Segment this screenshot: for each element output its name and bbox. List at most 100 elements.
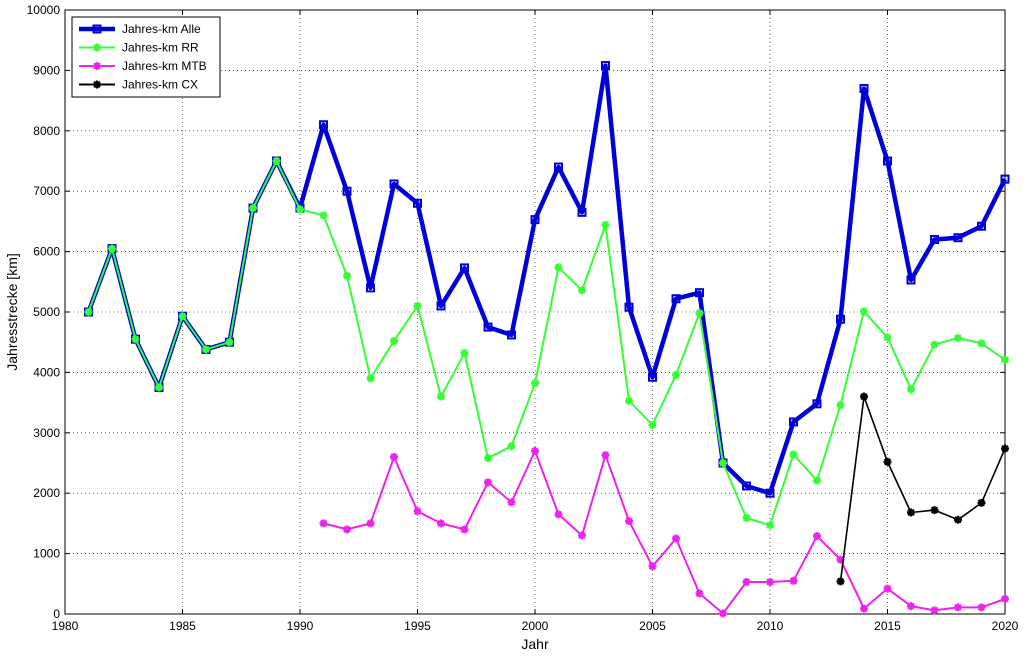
data-point bbox=[93, 43, 101, 52]
x-tick-label: 1985 bbox=[169, 619, 196, 633]
data-point bbox=[977, 498, 986, 507]
y-tick-label: 3000 bbox=[33, 426, 60, 440]
data-point bbox=[695, 589, 704, 598]
series-line bbox=[87, 160, 1006, 527]
data-point bbox=[883, 333, 892, 342]
data-point bbox=[766, 521, 774, 530]
data-point bbox=[530, 215, 540, 225]
series-2 bbox=[84, 157, 1009, 530]
y-tick-label: 4000 bbox=[33, 365, 60, 379]
data-point bbox=[883, 584, 892, 593]
data-point bbox=[601, 221, 610, 230]
data-point bbox=[92, 24, 102, 34]
y-tick-label: 0 bbox=[53, 607, 60, 621]
legend-item: Jahres-km MTB bbox=[79, 59, 207, 73]
data-point bbox=[954, 603, 962, 612]
data-point bbox=[483, 322, 493, 332]
data-point bbox=[719, 609, 727, 618]
data-point bbox=[460, 263, 469, 273]
data-point bbox=[155, 383, 163, 392]
data-point bbox=[225, 338, 234, 347]
data-point bbox=[813, 476, 821, 485]
data-point bbox=[460, 349, 469, 358]
data-point bbox=[977, 603, 986, 612]
data-point bbox=[601, 451, 610, 460]
data-point bbox=[1001, 355, 1009, 364]
data-point bbox=[366, 519, 375, 528]
data-point bbox=[413, 301, 422, 310]
data-point bbox=[954, 333, 962, 342]
data-point bbox=[860, 392, 868, 401]
x-axis-label: Jahr bbox=[521, 636, 549, 652]
data-point bbox=[648, 562, 657, 571]
data-point bbox=[813, 532, 821, 541]
data-point bbox=[460, 525, 469, 534]
data-point bbox=[766, 577, 774, 586]
data-point bbox=[1001, 594, 1009, 603]
data-point bbox=[930, 506, 939, 515]
data-point bbox=[907, 508, 915, 517]
data-point bbox=[836, 314, 845, 324]
data-point bbox=[648, 372, 657, 382]
data-point bbox=[578, 286, 586, 295]
data-point bbox=[765, 488, 775, 498]
x-tick-label: 2000 bbox=[522, 619, 549, 633]
y-tick-label: 2000 bbox=[33, 486, 60, 500]
data-point bbox=[789, 450, 798, 459]
data-point bbox=[131, 335, 140, 344]
data-point bbox=[695, 309, 704, 318]
data-point bbox=[789, 417, 798, 427]
data-point bbox=[343, 525, 351, 534]
data-point bbox=[366, 374, 375, 383]
data-point bbox=[319, 120, 328, 130]
data-point bbox=[906, 275, 916, 285]
data-point bbox=[390, 336, 398, 345]
x-tick-label: 2010 bbox=[757, 619, 784, 633]
series-3 bbox=[319, 446, 1009, 618]
axes: 1980 1985 1990 1995 2000 2005 2010 2015 2020 0 100… bbox=[27, 3, 1019, 633]
data-point bbox=[836, 555, 845, 564]
legend-item: Jahres-km RR bbox=[79, 41, 199, 55]
series-line bbox=[839, 395, 1006, 582]
data-point bbox=[624, 302, 634, 312]
data-point bbox=[954, 515, 962, 524]
data-point bbox=[108, 244, 116, 253]
y-tick-label: 10000 bbox=[27, 3, 61, 17]
legend-item: Jahres-km CX bbox=[79, 78, 198, 92]
y-tick-label: 1000 bbox=[33, 547, 60, 561]
x-tick-label: 1980 bbox=[52, 619, 79, 633]
data-point bbox=[672, 534, 680, 543]
data-point bbox=[413, 507, 422, 516]
x-tick-label: 1995 bbox=[404, 619, 431, 633]
data-point bbox=[625, 396, 633, 405]
data-point bbox=[319, 211, 328, 220]
y-tick-label: 5000 bbox=[33, 305, 60, 319]
data-point bbox=[272, 157, 281, 165]
data-point bbox=[319, 519, 328, 528]
data-point bbox=[977, 339, 986, 348]
data-point bbox=[84, 308, 93, 316]
data-point bbox=[437, 392, 445, 401]
data-point bbox=[742, 513, 751, 522]
data-point bbox=[507, 498, 516, 507]
data-point bbox=[742, 577, 751, 586]
data-point bbox=[437, 519, 445, 528]
legend-label: Jahres-km RR bbox=[122, 41, 199, 55]
legend-label: Jahres-km Alle bbox=[122, 22, 201, 36]
data-point bbox=[554, 162, 563, 172]
data-point bbox=[1001, 444, 1009, 453]
x-tick-label: 2015 bbox=[874, 619, 901, 633]
data-point bbox=[93, 80, 101, 89]
data-point bbox=[202, 345, 210, 354]
data-point bbox=[836, 401, 845, 410]
data-point bbox=[342, 186, 352, 196]
y-tick-label: 9000 bbox=[33, 63, 60, 77]
data-point bbox=[484, 478, 492, 487]
legend-label: Jahres-km MTB bbox=[122, 59, 207, 73]
legend: Jahres-km Alle Jahres-km RR Jahres-km MTB J… bbox=[71, 16, 221, 98]
data-point bbox=[507, 442, 516, 451]
y-tick-label: 8000 bbox=[33, 124, 60, 138]
data-point bbox=[343, 271, 351, 280]
